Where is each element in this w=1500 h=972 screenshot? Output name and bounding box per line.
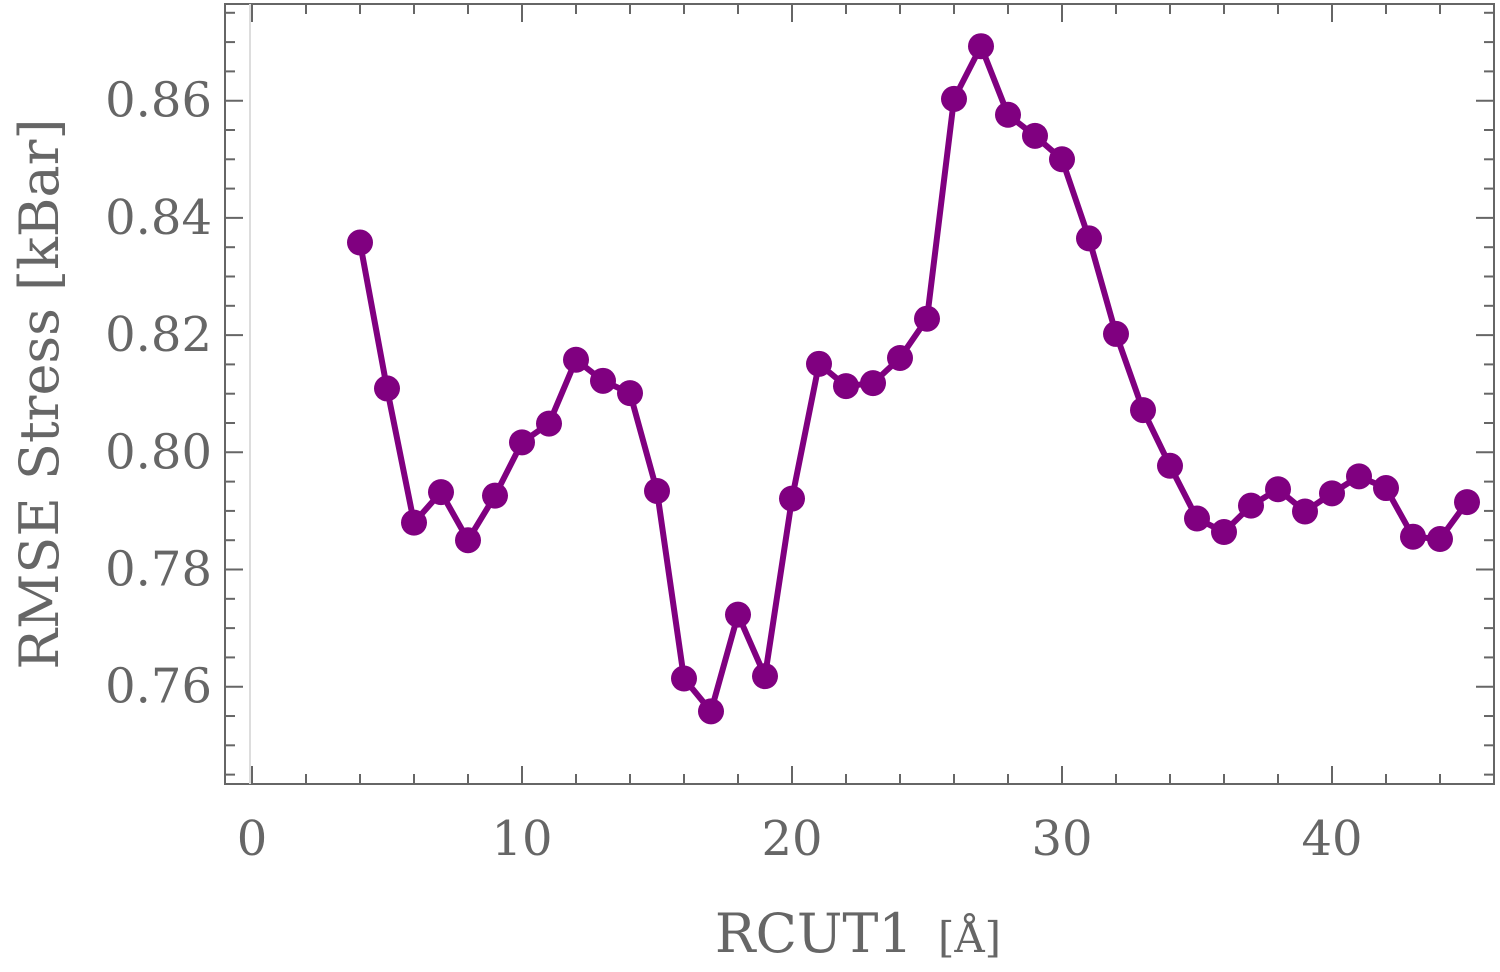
data-point — [725, 601, 751, 628]
data-point — [428, 479, 454, 506]
data-point — [698, 698, 724, 725]
plot-frame — [224, 3, 1495, 785]
y-axis-ticks — [225, 11, 1494, 776]
data-point — [1292, 498, 1318, 525]
y-tick-label: 0.84 — [105, 190, 212, 246]
x-tick-label: 30 — [1031, 811, 1092, 867]
data-point — [1130, 397, 1156, 424]
data-point — [941, 85, 967, 112]
x-axis-label-main: RCUT1 — [715, 902, 913, 965]
x-tick-label: 10 — [491, 811, 552, 867]
x-axis-tick-labels: 0 10 20 30 40 — [237, 811, 1363, 867]
data-point — [1049, 146, 1075, 173]
data-point — [1076, 225, 1102, 252]
y-tick-label: 0.86 — [105, 73, 212, 129]
data-point — [482, 482, 508, 509]
data-point — [914, 305, 940, 332]
data-point — [1238, 492, 1264, 519]
series-points — [347, 33, 1480, 725]
y-axis-tick-labels: 0.76 0.78 0.80 0.82 0.84 0.86 — [105, 73, 212, 715]
data-point — [1427, 526, 1453, 553]
data-point — [1184, 505, 1210, 532]
data-point — [1400, 523, 1426, 550]
x-tick-label: 20 — [761, 811, 822, 867]
data-point — [1454, 489, 1480, 516]
data-point — [1157, 452, 1183, 479]
data-point — [401, 509, 427, 536]
y-tick-label: 0.78 — [105, 542, 212, 598]
data-point — [995, 101, 1021, 128]
data-point — [536, 410, 562, 437]
x-axis-label-unit: [Å] — [938, 912, 1001, 962]
y-axis-label: RMSE Stress [kBar] — [8, 118, 71, 669]
data-point — [671, 665, 697, 692]
data-point — [752, 663, 778, 690]
series-line — [357, 43, 1470, 715]
data-point — [1022, 122, 1048, 149]
data-point — [968, 33, 994, 60]
data-point — [1373, 475, 1399, 502]
data-point — [1211, 519, 1237, 546]
x-tick-label: 40 — [1301, 811, 1362, 867]
y-tick-label: 0.82 — [105, 307, 212, 363]
y-tick-label: 0.80 — [105, 424, 212, 480]
x-axis-label: RCUT1 [Å] — [715, 902, 1001, 965]
data-point — [1265, 476, 1291, 503]
data-point — [590, 367, 616, 394]
x-tick-label: 0 — [237, 811, 268, 867]
data-point — [455, 527, 481, 554]
data-point — [509, 429, 535, 456]
data-point — [779, 485, 805, 512]
data-point — [347, 229, 373, 256]
data-point — [1319, 480, 1345, 507]
data-point — [860, 370, 886, 397]
data-point — [563, 346, 589, 373]
x-axis-ticks — [251, 4, 1441, 784]
data-point — [1346, 463, 1372, 490]
data-point — [833, 373, 859, 400]
y-tick-label: 0.76 — [105, 659, 212, 715]
data-point — [644, 477, 670, 504]
data-point — [1103, 320, 1129, 347]
data-point — [374, 375, 400, 402]
data-point — [617, 380, 643, 407]
data-point — [887, 344, 913, 371]
data-point — [806, 350, 832, 377]
